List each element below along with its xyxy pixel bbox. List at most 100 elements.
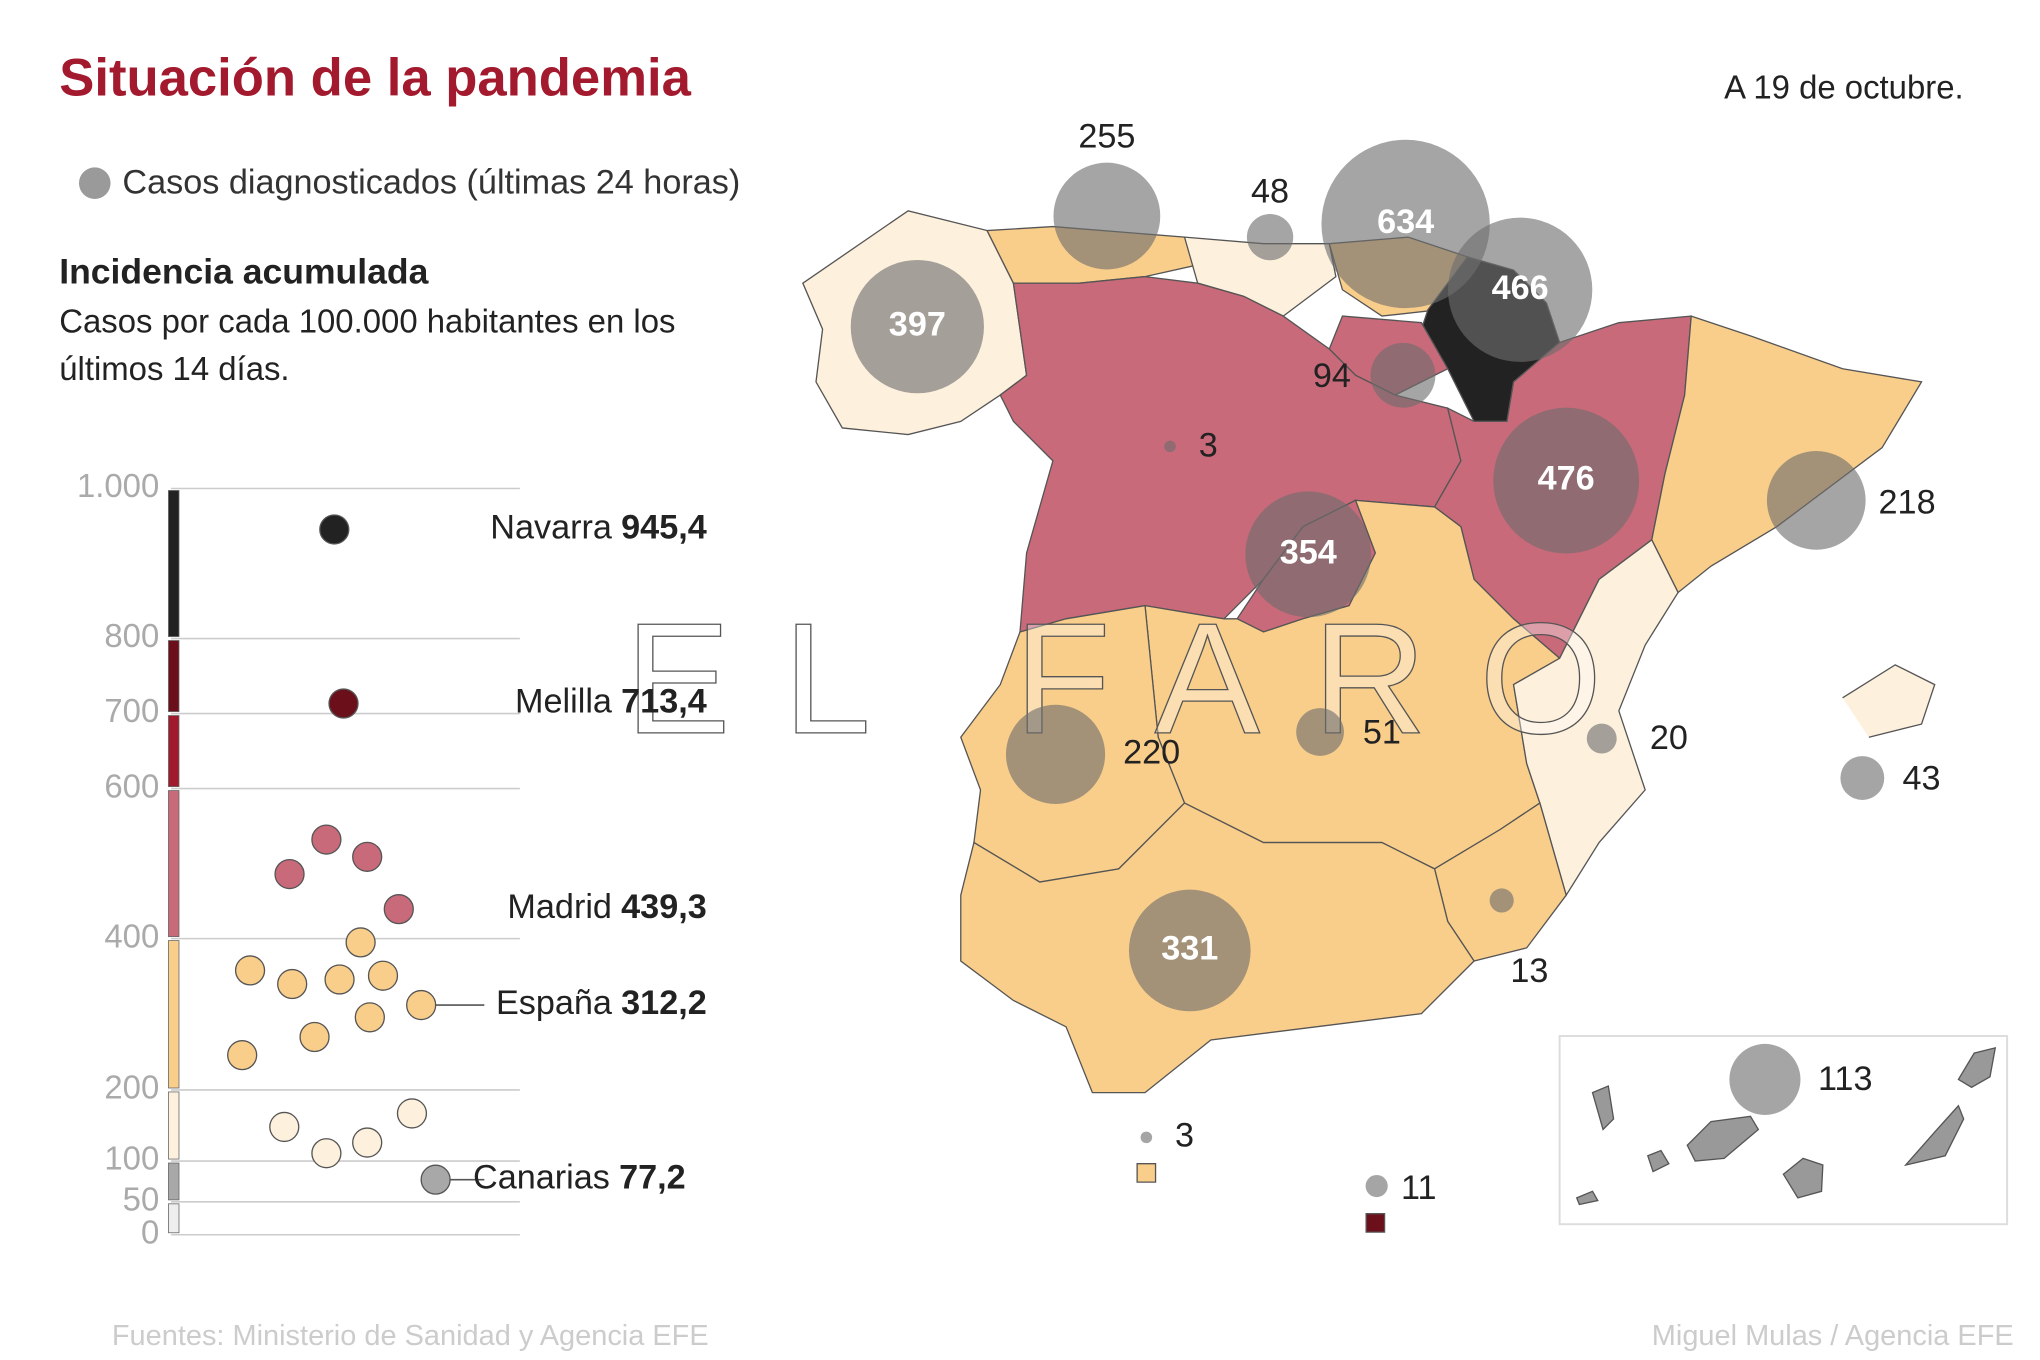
point [396,1098,428,1129]
y-tick-label: 600 [104,767,159,804]
point [345,927,376,958]
bubble-label: 11 [1401,1169,1437,1207]
color-bin [168,790,180,938]
point [277,968,308,1000]
island [1903,1104,1965,1167]
point [234,955,266,986]
island [1957,1046,1997,1089]
bubble-label: 20 [1650,719,1688,757]
description: Casos por cada 100.000 habitantes en los [59,303,675,340]
bubble-label: 13 [1510,952,1548,990]
bubble-label: 94 [1313,357,1351,395]
y-tick-label: 100 [104,1140,159,1177]
y-tick-label: 1.000 [77,467,159,504]
bubble [1586,723,1617,754]
watermark: EL FARO [625,591,1655,767]
y-tick-label: 50 [123,1181,160,1218]
island [1575,1190,1599,1206]
point [367,960,399,991]
title: Situación de la pandemia [59,49,691,108]
source: Fuentes: Ministerio de Sanidad y Agencia… [112,1320,709,1352]
point-name: Madrid [507,888,612,926]
bubble-label: 218 [1879,483,1936,521]
point [319,514,350,545]
bubble [1365,1174,1388,1198]
color-bin [168,1203,180,1234]
point [352,841,383,872]
bubble-label: 43 [1903,760,1941,798]
bubble [1296,708,1344,756]
point-value: 77,2 [619,1159,686,1197]
y-tick-label: 800 [104,617,159,654]
point-label: España 312,2 [496,984,707,1022]
color-bin [168,940,180,1089]
bubble [1164,440,1176,453]
region [1512,538,1679,897]
subtitle: Incidencia acumulada [59,251,428,291]
point [299,1021,330,1053]
region [1842,664,1936,738]
point-name: Navarra [490,508,613,546]
point-value: 312,2 [621,984,707,1022]
bubble [1729,1043,1801,1115]
bubble-label: 48 [1251,173,1289,211]
canarias-inset [1558,1035,2009,1226]
point [311,1138,342,1169]
island [1591,1085,1615,1131]
incidence-chart: 050 100 200 400 600 700 800 1.000 Navarra 945,4 Me… [77,467,707,1250]
island [1686,1115,1760,1162]
region [1651,315,1923,594]
point [324,964,355,995]
island [1782,1157,1824,1199]
point [406,989,437,1021]
color-bin [168,490,180,637]
point [420,1164,451,1195]
bubble [1140,1131,1153,1144]
bubble-label: 331 [1161,929,1218,967]
point-label: Madrid 439,3 [507,888,706,926]
bubble-label: 3 [1175,1116,1194,1154]
description: últimos 14 días. [59,350,289,387]
bubble [1493,407,1640,554]
point [274,858,305,890]
y-tick-label: 0 [141,1213,159,1250]
bubble [1766,450,1866,550]
point-name: Canarias [473,1159,610,1197]
point-value: 439,3 [621,888,707,926]
bubble-label: 220 [1123,733,1180,771]
color-bin [168,640,180,712]
bubble [1245,491,1372,618]
date: A 19 de octubre. [1724,68,1964,105]
point-value: 945,4 [621,508,707,546]
color-bin [168,1091,180,1160]
point-name: Melilla [515,683,613,721]
legend-swatch [78,167,111,199]
region [1365,1213,1386,1233]
credit: Miguel Mulas / Agencia EFE [1652,1320,2014,1352]
bubble [1246,213,1294,261]
point [311,824,342,855]
y-tick-label: 400 [104,917,159,954]
island [1646,1149,1670,1173]
point-label: Canarias 77,2 [473,1159,686,1197]
color-bin [168,715,180,788]
bubble [1321,139,1490,309]
bubble [1128,889,1251,1012]
point [227,1040,258,1071]
point-label: Navarra 945,4 [490,508,706,546]
point [269,1111,300,1143]
bubble-label: 3 [1199,427,1218,465]
map: EL FARO 255 48 634 466 397 94 3 476 218 354 51 220 20… [625,117,2009,1233]
bubble [1447,217,1593,362]
point [354,1002,385,1033]
point [352,1127,383,1158]
bubble [850,260,984,394]
point-label: Melilla 713,4 [515,683,707,721]
point-name: España [496,984,613,1022]
bubble [1005,704,1106,804]
bubble [1053,162,1161,270]
legend-label: Casos diagnosticados (últimas 24 horas) [122,164,740,202]
bubble [1370,342,1436,408]
bubble [1840,756,1885,800]
point [383,894,414,925]
